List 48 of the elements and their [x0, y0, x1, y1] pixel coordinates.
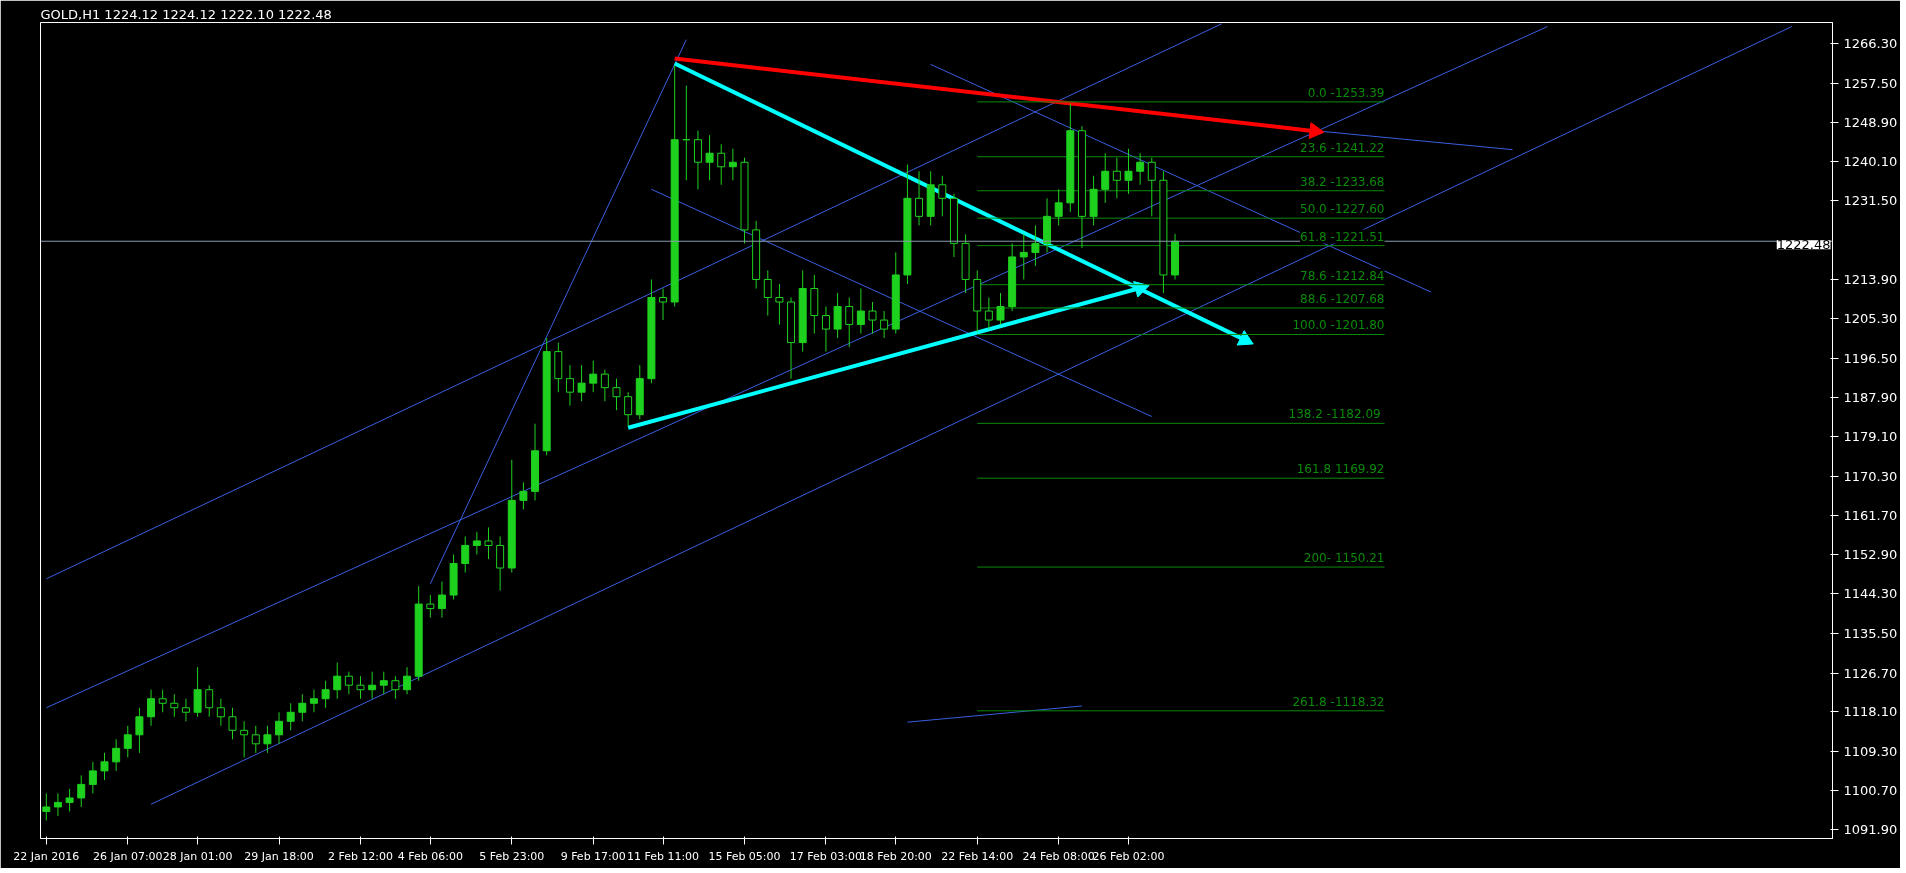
- y-tick-label: 1152.90: [1843, 547, 1898, 563]
- y-tick-label: 1170.30: [1843, 468, 1898, 484]
- ref-line-label: 1222.48: [1776, 237, 1831, 253]
- series-label: 0.0 -1253.39: [1307, 85, 1385, 100]
- x-tick-label: 17 Feb 03:00: [789, 849, 863, 863]
- y-tick-label: 1213.90: [1843, 272, 1898, 288]
- y-tick-label: 1266.30: [1843, 36, 1898, 52]
- y-tick-label: 1118.10: [1843, 704, 1898, 720]
- y-tick-label: 1109.30: [1843, 743, 1898, 759]
- x-tick-label: 28 Jan 01:00: [162, 849, 233, 863]
- series-label: 138.2 -1182.09: [1288, 407, 1381, 422]
- series-label: 23.6 -1241.22: [1300, 140, 1385, 155]
- x-tick-label: 26 Feb 02:00: [1092, 849, 1165, 863]
- y-tick-label: 1196.50: [1843, 350, 1898, 366]
- y-tick-label: 1179.10: [1843, 429, 1898, 445]
- series-label: 38.2 -1233.68: [1300, 174, 1385, 189]
- x-tick-label: 29 Jan 18:00: [244, 849, 314, 863]
- y-tick-label: 1161.70: [1843, 507, 1898, 523]
- y-tick-label: 1187.90: [1843, 389, 1898, 405]
- series-label: 78.6 -1212.84: [1300, 268, 1385, 283]
- y-tick-label: 1144.30: [1843, 586, 1898, 602]
- series-label: 61.8 -1221.51: [1300, 229, 1385, 244]
- x-tick-label: 26 Jan 07:00: [92, 849, 163, 863]
- y-tick-label: 1231.50: [1843, 193, 1898, 209]
- series-label: 161.8 1169.92: [1296, 462, 1385, 477]
- y-tick-label: 1240.10: [1843, 154, 1898, 170]
- y-tick-label: 1091.90: [1843, 822, 1898, 838]
- y-tick-label: 1248.90: [1843, 114, 1898, 130]
- x-tick-label: 22 Feb 14:00: [941, 849, 1014, 863]
- y-tick-label: 1257.50: [1843, 75, 1898, 91]
- y-tick-label: 1205.30: [1843, 311, 1898, 327]
- x-tick-label: 9 Feb 17:00: [560, 849, 626, 863]
- y-tick-label: 1135.50: [1843, 625, 1898, 641]
- y-tick-label: 1126.70: [1843, 665, 1898, 681]
- x-tick-label: 4 Feb 06:00: [397, 849, 463, 863]
- series-label: 200- 1150.21: [1303, 551, 1385, 566]
- x-tick-label: 24 Feb 08:00: [1022, 849, 1095, 863]
- series-label: 88.6 -1207.68: [1300, 291, 1385, 306]
- y-tick-label: 1100.70: [1843, 782, 1898, 798]
- series-label: 100.0 -1201.80: [1292, 318, 1385, 333]
- x-tick-label: 5 Feb 23:00: [479, 849, 545, 863]
- x-tick-label: 15 Feb 05:00: [708, 849, 781, 863]
- x-tick-label: 2 Feb 12:00: [327, 849, 394, 863]
- series-label: 261.8 -1118.32: [1292, 694, 1385, 709]
- x-tick-label: 11 Feb 11:00: [626, 849, 700, 863]
- x-tick-label: 22 Jan 2016: [13, 849, 80, 863]
- chart-title: GOLD,H1 1224.12 1224.12 1222.10 1222.48: [40, 6, 332, 22]
- series-label: 50.0 -1227.60: [1300, 202, 1385, 217]
